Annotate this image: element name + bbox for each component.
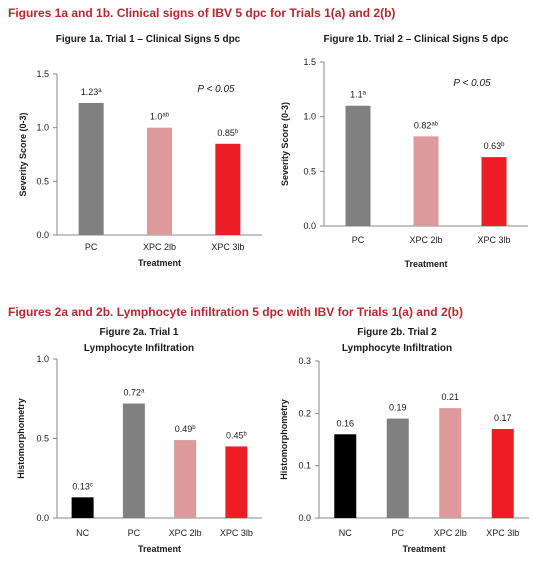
fig1a-y-tick-label: 1.5 (36, 69, 49, 79)
fig1b-y-tick-label: 1.0 (303, 112, 316, 122)
fig2b-bar-xpc-3lb (491, 429, 514, 518)
fig2a-bar-xpc-2lb (174, 440, 197, 518)
fig1b-data-label-xpc-3lb: 0.63b (484, 141, 506, 151)
fig2b-bar-xpc-2lb (439, 408, 462, 518)
fig2b-y-tick-label: 0.1 (298, 461, 311, 471)
figure-1-heading: Figures 1a and 1b. Clinical signs of IBV… (8, 6, 396, 20)
fig2b-data-label-xpc-2lb: 0.21 (441, 392, 459, 402)
fig2b-data-label-xpc-3lb: 0.17 (494, 413, 512, 423)
fig2a-x-tick-label-xpc-2lb: XPC 2lb (169, 528, 202, 538)
fig2a-title-line: Lymphocyte Infiltration (84, 343, 194, 354)
fig2b-x-axis-title: Treatment (402, 544, 445, 554)
fig2b-bar-nc (334, 434, 357, 518)
fig1a-bar-pc (78, 102, 104, 235)
fig1a-x-axis-title: Treatment (138, 258, 181, 268)
fig2a-y-tick-label: 0.5 (36, 434, 49, 444)
chart-figure-1b: Figure 1b. Trial 2 – Clinical Signs 5 dp… (280, 34, 528, 269)
fig1b-x-tick-label-xpc-3lb: XPC 3lb (477, 235, 510, 245)
chart-figure-1a: Figure 1a. Trial 1 – Clinical Signs 5 dp… (18, 34, 262, 268)
fig1a-y-tick-label: 0.5 (36, 176, 49, 186)
fig2a-data-label-xpc-2lb: 0.49b (175, 424, 197, 434)
fig2b-data-label-pc: 0.19 (389, 403, 407, 413)
fig1a-y-axis-title: Severity Score (0-3) (18, 112, 28, 196)
fig2a-x-tick-label-xpc-3lb: XPC 3lb (220, 528, 253, 538)
fig2b-x-tick-label-xpc-2lb: XPC 2lb (434, 528, 467, 538)
fig1a-x-tick-label-xpc-2lb: XPC 2lb (143, 242, 176, 252)
fig1b-x-tick-label-pc: PC (352, 235, 365, 245)
fig1a-data-label-pc: 1.23a (81, 87, 103, 97)
fig1b-y-tick-label: 1.5 (303, 57, 316, 67)
figure-2-heading: Figures 2a and 2b. Lymphocyte infiltrati… (8, 305, 463, 319)
fig2a-x-tick-label-pc: PC (128, 528, 141, 538)
fig2a-y-tick-label: 1.0 (36, 354, 49, 364)
chart-figure-2b: Figure 2b. Trial 2 Lymphocyte Infiltratio… (279, 327, 529, 554)
fig1b-x-tick-label-xpc-2lb: XPC 2lb (409, 235, 442, 245)
fig2b-y-tick-label: 0.0 (298, 513, 311, 523)
fig2b-x-tick-label-xpc-3lb: XPC 3lb (486, 528, 519, 538)
fig1a-y-tick-label: 0.0 (36, 230, 49, 240)
fig1b-data-label-xpc-2lb: 0.82ab (414, 120, 439, 130)
chart-figure-2a: Figure 2a. Trial 1 Lymphocyte Infiltratio… (16, 327, 262, 554)
fig1b-bar-xpc-2lb (413, 136, 439, 226)
fig1b-data-label-pc: 1.1a (350, 90, 367, 100)
fig2a-data-label-xpc-3lb: 0.45b (226, 430, 248, 440)
fig1b-title-line: Figure 1b. Trial 2 – Clinical Signs 5 dp… (323, 34, 508, 45)
fig2a-title-line: Figure 2a. Trial 1 (100, 327, 179, 338)
fig1b-y-tick-label: 0.0 (303, 221, 316, 231)
fig2a-y-axis-title: Histomorphometry (16, 398, 26, 479)
fig1a-bar-xpc-2lb (147, 127, 172, 235)
fig2b-y-tick-label: 0.2 (298, 408, 311, 418)
fig2b-x-tick-label-nc: NC (339, 528, 352, 538)
fig2b-bar-pc (386, 418, 409, 518)
fig1a-data-label-xpc-2lb: 1.0ab (150, 112, 170, 122)
fig2a-x-axis-title: Treatment (138, 544, 181, 554)
fig1b-bar-xpc-3lb (481, 157, 507, 226)
fig2a-data-label-pc: 0.72a (123, 388, 145, 398)
fig1a-data-label-xpc-3lb: 0.85b (217, 128, 239, 138)
fig2a-bar-pc (122, 403, 145, 518)
fig2a-x-tick-label-nc: NC (76, 528, 89, 538)
fig1b-bar-pc (345, 105, 371, 226)
fig2a-y-tick-label: 0.0 (36, 513, 49, 523)
fig1a-y-tick-label: 1.0 (36, 123, 49, 133)
fig2a-bar-nc (71, 497, 94, 518)
fig2b-y-tick-label: 0.3 (298, 356, 311, 366)
fig2b-title-line: Figure 2b. Trial 2 (357, 327, 437, 338)
fig1b-significance-annotation: P < 0.05 (453, 78, 491, 89)
fig1b-x-axis-title: Treatment (404, 259, 447, 269)
fig1a-x-tick-label-pc: PC (85, 242, 98, 252)
fig2a-bar-xpc-3lb (225, 446, 248, 518)
fig2b-title-line: Lymphocyte Infiltration (342, 343, 452, 354)
fig2b-data-label-nc: 0.16 (336, 418, 354, 428)
fig1a-x-tick-label-xpc-3lb: XPC 3lb (211, 242, 244, 252)
fig1a-significance-annotation: P < 0.05 (197, 84, 235, 95)
fig2a-data-label-nc: 0.13c (72, 481, 93, 491)
fig1a-bar-xpc-3lb (215, 143, 241, 235)
fig1b-y-axis-title: Severity Score (0-3) (280, 102, 290, 186)
fig1b-y-tick-label: 0.5 (303, 166, 316, 176)
fig1a-title-line: Figure 1a. Trial 1 – Clinical Signs 5 dp… (56, 34, 241, 45)
fig2b-y-axis-title: Histomorphometry (279, 399, 289, 480)
fig2b-x-tick-label-pc: PC (391, 528, 404, 538)
